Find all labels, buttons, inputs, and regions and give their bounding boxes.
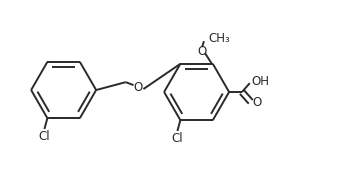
Text: O: O bbox=[253, 96, 262, 109]
Text: Cl: Cl bbox=[172, 132, 183, 145]
Text: O: O bbox=[134, 81, 143, 94]
Text: OH: OH bbox=[252, 75, 270, 88]
Text: CH₃: CH₃ bbox=[208, 32, 230, 45]
Text: Cl: Cl bbox=[39, 130, 50, 144]
Text: O: O bbox=[197, 45, 207, 58]
